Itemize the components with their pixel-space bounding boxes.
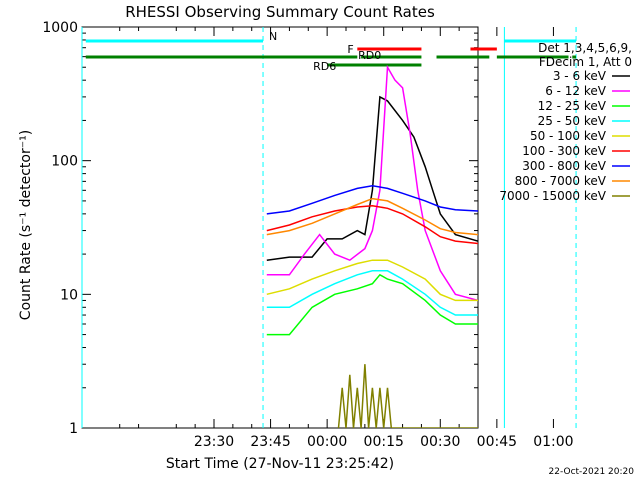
y-tick-label: 10 (60, 287, 78, 303)
status-bar-label: RD0 (358, 49, 381, 62)
legend-entry-label: 50 - 100 keV (530, 129, 607, 143)
y-tick-label: 1000 (42, 20, 78, 36)
legend: Det 1,3,4,5,6,9,FDecim 1, Att 03 - 6 keV… (499, 41, 632, 203)
legend-entry-label: 12 - 25 keV (538, 99, 607, 113)
legend-header: FDecim 1, Att 0 (539, 55, 632, 69)
x-tick-label: 00:15 (364, 434, 404, 450)
legend-entry-label: 7000 - 15000 keV (499, 189, 606, 203)
series-group (266, 64, 478, 428)
series-line (266, 273, 478, 336)
status-bar-label: RD6 (313, 60, 336, 73)
x-tick-label: 23:45 (250, 434, 290, 450)
x-tick-label: 00:30 (420, 434, 460, 450)
footer-date: 22-Oct-2021 20:20 (549, 467, 635, 477)
legend-header: Det 1,3,4,5,6,9, (538, 41, 632, 55)
series-line (266, 64, 478, 302)
x-tick-label: 00:00 (307, 434, 347, 450)
legend-entry-label: 800 - 7000 keV (515, 174, 607, 188)
legend-entry-label: 300 - 800 keV (522, 159, 606, 173)
x-tick-label: 01:00 (533, 434, 573, 450)
status-bar-label: F (347, 43, 353, 56)
y-tick-label: 1 (69, 421, 78, 437)
x-tick-label: 00:45 (477, 434, 517, 450)
series-line (266, 259, 478, 302)
series-line (337, 364, 478, 428)
plot-area: 1 10 100 1000 23:30 23:45 00:00 00:15 00:30 00:45… (42, 20, 577, 450)
status-bar-label: N (269, 30, 277, 43)
series-line (266, 197, 478, 236)
legend-entry-label: 100 - 300 keV (522, 144, 606, 158)
series-line (266, 184, 478, 215)
legend-entry-label: 3 - 6 keV (553, 69, 607, 83)
series-line (266, 204, 478, 245)
legend-entry-label: 6 - 12 keV (545, 84, 607, 98)
x-axis-label: Start Time (27-Nov-11 23:25:42) (166, 456, 394, 472)
y-axis-label: Count Rate (s⁻¹ detector⁻¹) (18, 130, 34, 320)
chart-title: RHESSI Observing Summary Count Rates (125, 3, 435, 21)
series-line (266, 95, 478, 261)
y-tick-label: 100 (51, 154, 78, 170)
series-line (266, 270, 478, 316)
x-tick-label: 23:30 (194, 434, 234, 450)
legend-entry-label: 25 - 50 keV (538, 114, 607, 128)
